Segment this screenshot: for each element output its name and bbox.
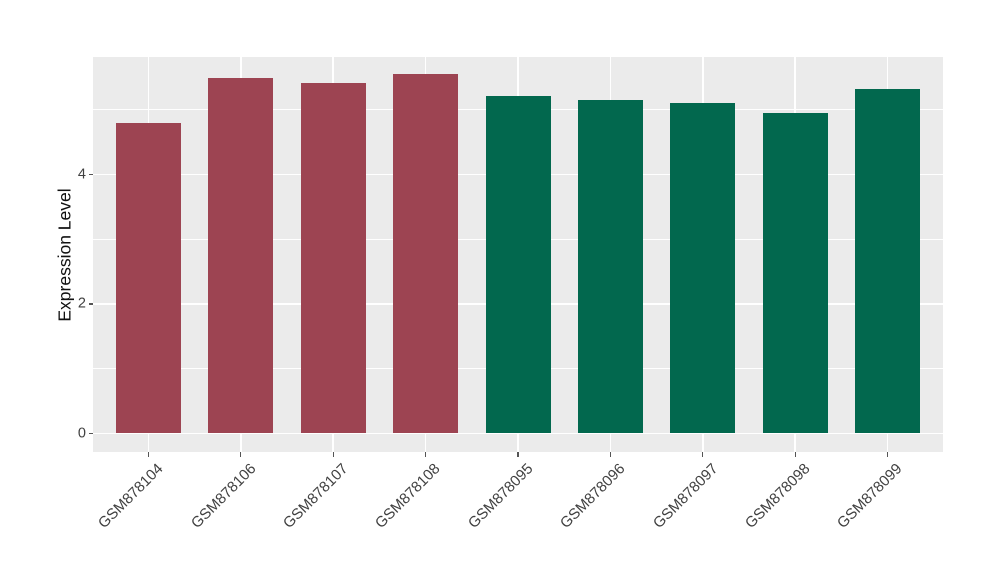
- x-tick-label: GSM878106: [187, 460, 260, 532]
- x-tick-mark: [609, 452, 611, 457]
- x-tick-mark: [794, 452, 796, 457]
- y-tick-mark: [88, 432, 93, 435]
- bar-gsm878104: [115, 123, 181, 434]
- y-tick-mark: [88, 173, 93, 176]
- plot-panel: [93, 57, 943, 452]
- bar-gsm878098: [762, 112, 828, 434]
- x-tick-mark: [240, 452, 242, 457]
- y-tick-label: 2: [77, 295, 86, 312]
- y-tick-label: 0: [77, 424, 86, 441]
- y-tick-label: 4: [77, 165, 86, 182]
- bar-gsm878096: [577, 100, 643, 434]
- x-tick-mark: [425, 452, 427, 457]
- bar-gsm878099: [855, 89, 921, 434]
- y-tick-mark: [88, 303, 93, 305]
- x-tick-label: GSM878095: [464, 460, 537, 532]
- x-tick-label: GSM878108: [372, 460, 444, 532]
- bar-gsm878095: [485, 95, 551, 434]
- x-tick-mark: [702, 452, 704, 457]
- bar-gsm878108: [393, 74, 459, 434]
- x-tick-mark: [886, 452, 889, 457]
- x-tick-label: GSM878097: [649, 460, 722, 532]
- x-tick-mark: [517, 452, 519, 457]
- x-tick-label: GSM878096: [557, 460, 629, 532]
- x-tick-label: GSM878098: [741, 460, 814, 532]
- bar-gsm878097: [670, 102, 736, 434]
- x-tick-mark: [147, 452, 150, 457]
- x-tick-mark: [332, 452, 334, 457]
- bar-gsm878107: [300, 83, 366, 434]
- x-tick-label: GSM878107: [279, 460, 352, 532]
- x-tick-label: GSM878104: [95, 460, 167, 532]
- x-tick-label: GSM878099: [834, 460, 906, 532]
- bar-gsm878106: [208, 78, 274, 434]
